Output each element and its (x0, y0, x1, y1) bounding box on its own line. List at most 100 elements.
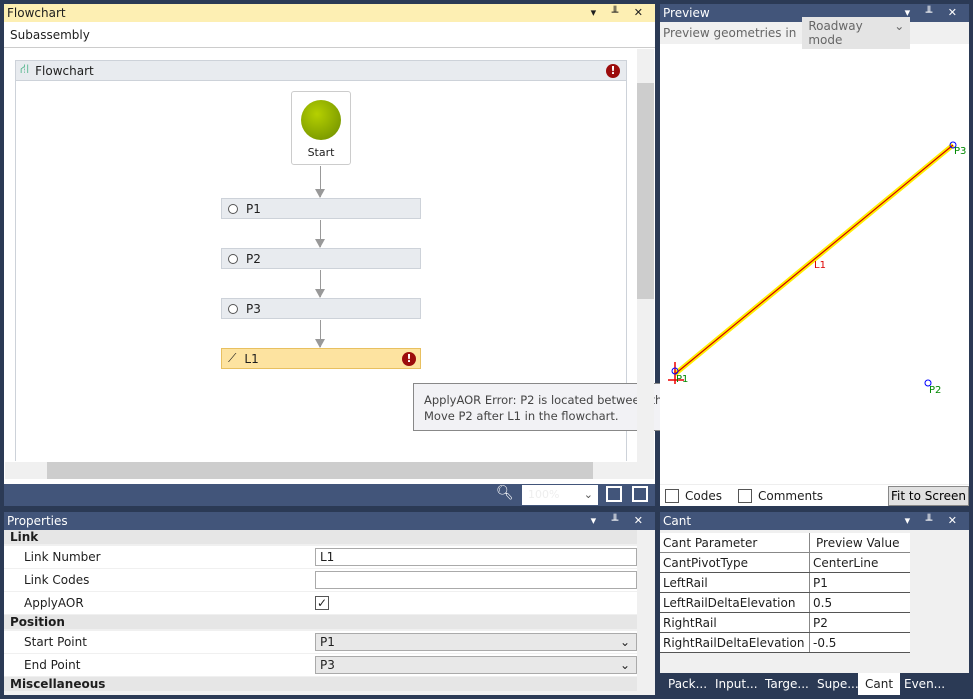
category-label: Position (10, 615, 65, 629)
point-p1 (671, 367, 679, 375)
category-position[interactable]: Position (4, 615, 637, 630)
codes-checkbox[interactable] (665, 488, 679, 503)
properties-title-bar: Properties ▾ ╨ ✕ (4, 512, 655, 530)
connector-arrow (315, 320, 325, 348)
flowchart-canvas[interactable] (15, 81, 627, 461)
cell: P2 (813, 616, 828, 630)
end-point-dropdown[interactable]: P3 ⌄ (315, 656, 637, 674)
cant-title-bar: Cant ▾ ╨ ✕ (660, 512, 969, 530)
zoom-combobox[interactable]: 100% ⌄ (522, 485, 598, 505)
cell: 0.5 (813, 596, 833, 610)
panel-title: Flowchart (7, 6, 66, 20)
category-miscellaneous[interactable]: Miscellaneous (4, 677, 637, 692)
search-icon[interactable]: 🔍︎ (496, 485, 514, 501)
tab-target[interactable]: Targe... (765, 677, 809, 691)
link-codes-input[interactable] (315, 571, 637, 589)
column-header[interactable]: Cant Parameter (660, 533, 810, 552)
vertical-scrollbar[interactable] (637, 49, 654, 479)
properties-scrollbar[interactable] (637, 530, 654, 695)
cell: CenterLine (813, 556, 879, 570)
start-label: Start (307, 146, 335, 159)
cell: RightRailDeltaElevation (660, 633, 810, 652)
scroll-thumb[interactable] (47, 462, 593, 479)
connector-arrow (315, 220, 325, 248)
tab-pack[interactable]: Pack... (668, 677, 708, 691)
cell: RightRail (660, 613, 810, 632)
label-p3: P3 (954, 146, 966, 157)
link-l1-core (674, 144, 954, 375)
cant-header-row: Cant Parameter Preview Value (660, 533, 910, 553)
property-link-codes: Link Codes (4, 569, 637, 592)
fit-to-screen-button[interactable]: Fit to Screen (888, 485, 969, 506)
codes-label: Codes (685, 488, 722, 503)
table-row[interactable]: LeftRail P1 (660, 573, 910, 593)
dropdown-value: P3 (320, 658, 335, 672)
error-icon[interactable]: ! (606, 63, 620, 78)
flow-node-l1[interactable]: ⟋ L1! (221, 348, 421, 369)
property-label: ApplyAOR (24, 596, 84, 610)
label-l1: L1 (814, 260, 826, 271)
table-row[interactable]: RightRailDeltaElevation -0.5 (660, 633, 910, 653)
overview-icon[interactable] (632, 486, 648, 502)
start-point-dropdown[interactable]: P1 ⌄ (315, 633, 637, 651)
node-label: P3 (246, 301, 261, 316)
panel-title: Properties (7, 514, 68, 528)
tab-cant[interactable]: Cant (858, 673, 901, 695)
point-p2 (924, 379, 932, 387)
breadcrumb[interactable]: Subassembly (4, 22, 655, 48)
property-link-number: Link Number L1 (4, 546, 637, 569)
property-end-point: End Point P3 ⌄ (4, 654, 637, 677)
table-row[interactable]: LeftRailDeltaElevation 0.5 (660, 593, 910, 613)
comments-label: Comments (757, 488, 824, 503)
fit-icon[interactable] (606, 486, 622, 502)
flowchart-header: ⛙ Flowchart ! (15, 60, 627, 81)
comments-checkbox[interactable] (737, 488, 752, 503)
cell: P1 (813, 576, 828, 590)
panel-controls[interactable]: ▾ ╨ ✕ (904, 514, 963, 527)
panel-controls[interactable]: ▾ ╨ ✕ (590, 514, 649, 527)
node-label: P2 (246, 251, 261, 266)
error-icon[interactable]: ! (402, 351, 416, 366)
node-label: P1 (246, 201, 261, 216)
scroll-thumb[interactable] (637, 83, 654, 299)
table-row[interactable]: RightRail P2 (660, 613, 910, 633)
flow-node-p1[interactable]: P1 (221, 198, 421, 219)
flow-node-p2[interactable]: P2 (221, 248, 421, 269)
cell: -0.5 (813, 636, 837, 650)
start-node[interactable]: Start (291, 91, 351, 165)
property-label: Link Codes (24, 573, 90, 587)
preview-options: Codes Comments Fit to Screen (660, 484, 969, 506)
mode-value: Roadway mode (808, 19, 863, 47)
tab-events[interactable]: Even... (904, 677, 946, 691)
apply-aor-checkbox[interactable]: ✓ (315, 596, 329, 610)
start-icon (301, 100, 341, 140)
horizontal-scrollbar[interactable] (5, 462, 637, 479)
connector-arrow (315, 166, 325, 198)
connector-arrow (315, 270, 325, 298)
panel-controls[interactable]: ▾ ╨ ✕ (904, 6, 963, 19)
category-label: Link (10, 530, 39, 544)
column-header[interactable]: Preview Value (816, 536, 900, 550)
property-label: Link Number (24, 550, 101, 564)
point-icon (228, 253, 238, 264)
zoom-value: 100% (528, 488, 560, 501)
tab-input[interactable]: Input... (715, 677, 758, 691)
mode-dropdown[interactable]: Roadway mode ⌄ (802, 17, 911, 49)
label-p1: P1 (676, 374, 688, 385)
link-icon: ⟋ (228, 351, 237, 365)
category-link[interactable]: Link (4, 530, 637, 545)
preview-mode-bar: Preview geometries in Roadway mode ⌄ (660, 17, 969, 49)
link-number-input[interactable]: L1 (315, 548, 637, 566)
flow-node-p3[interactable]: P3 (221, 298, 421, 319)
point-icon (228, 303, 238, 314)
point-p3 (949, 141, 957, 149)
cell: CantPivotType (660, 553, 810, 572)
label-p2: P2 (929, 385, 941, 396)
panel-controls[interactable]: ▾ ╨ ✕ (590, 6, 649, 19)
cell: LeftRail (660, 573, 810, 592)
table-row[interactable]: CantPivotType CenterLine (660, 553, 910, 573)
tab-super[interactable]: Supe... (817, 677, 859, 691)
property-label: End Point (24, 658, 81, 672)
preview-canvas[interactable]: P1 P3 P2 L1 (660, 44, 969, 484)
point-icon (228, 203, 238, 214)
